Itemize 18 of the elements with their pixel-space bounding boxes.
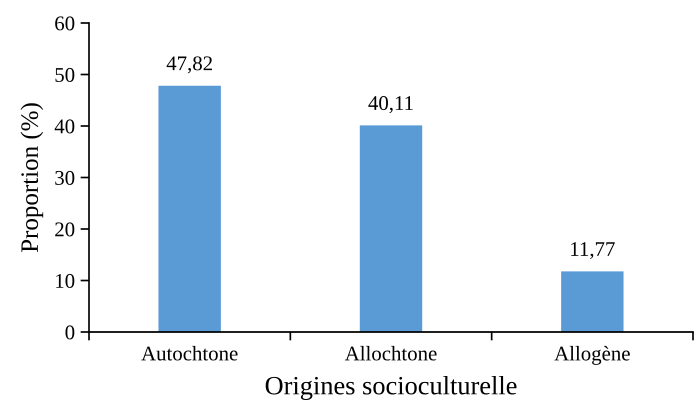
- bar: [158, 86, 221, 332]
- y-tick-label: 50: [55, 68, 74, 82]
- y-tick-label: 10: [56, 274, 74, 288]
- data-label: 47,82: [166, 56, 212, 74]
- y-axis-title: Proportion (%): [20, 103, 44, 252]
- bar: [360, 125, 422, 332]
- x-axis-title: Origines socioculturelle: [266, 376, 516, 400]
- x-tick-label: Allochtone: [344, 346, 437, 361]
- y-tick-label: 30: [55, 170, 74, 185]
- x-tick-label: Allogène: [554, 346, 630, 365]
- bar: [561, 271, 624, 332]
- data-label: 11,77: [571, 242, 615, 260]
- y-tick-label: 40: [54, 119, 74, 134]
- x-tick-label: Autochtone: [141, 346, 238, 361]
- data-label: 40,11: [368, 96, 413, 114]
- y-tick-label: 0: [65, 325, 74, 340]
- y-tick-label: 60: [55, 16, 74, 30]
- y-tick-label: 20: [55, 222, 74, 236]
